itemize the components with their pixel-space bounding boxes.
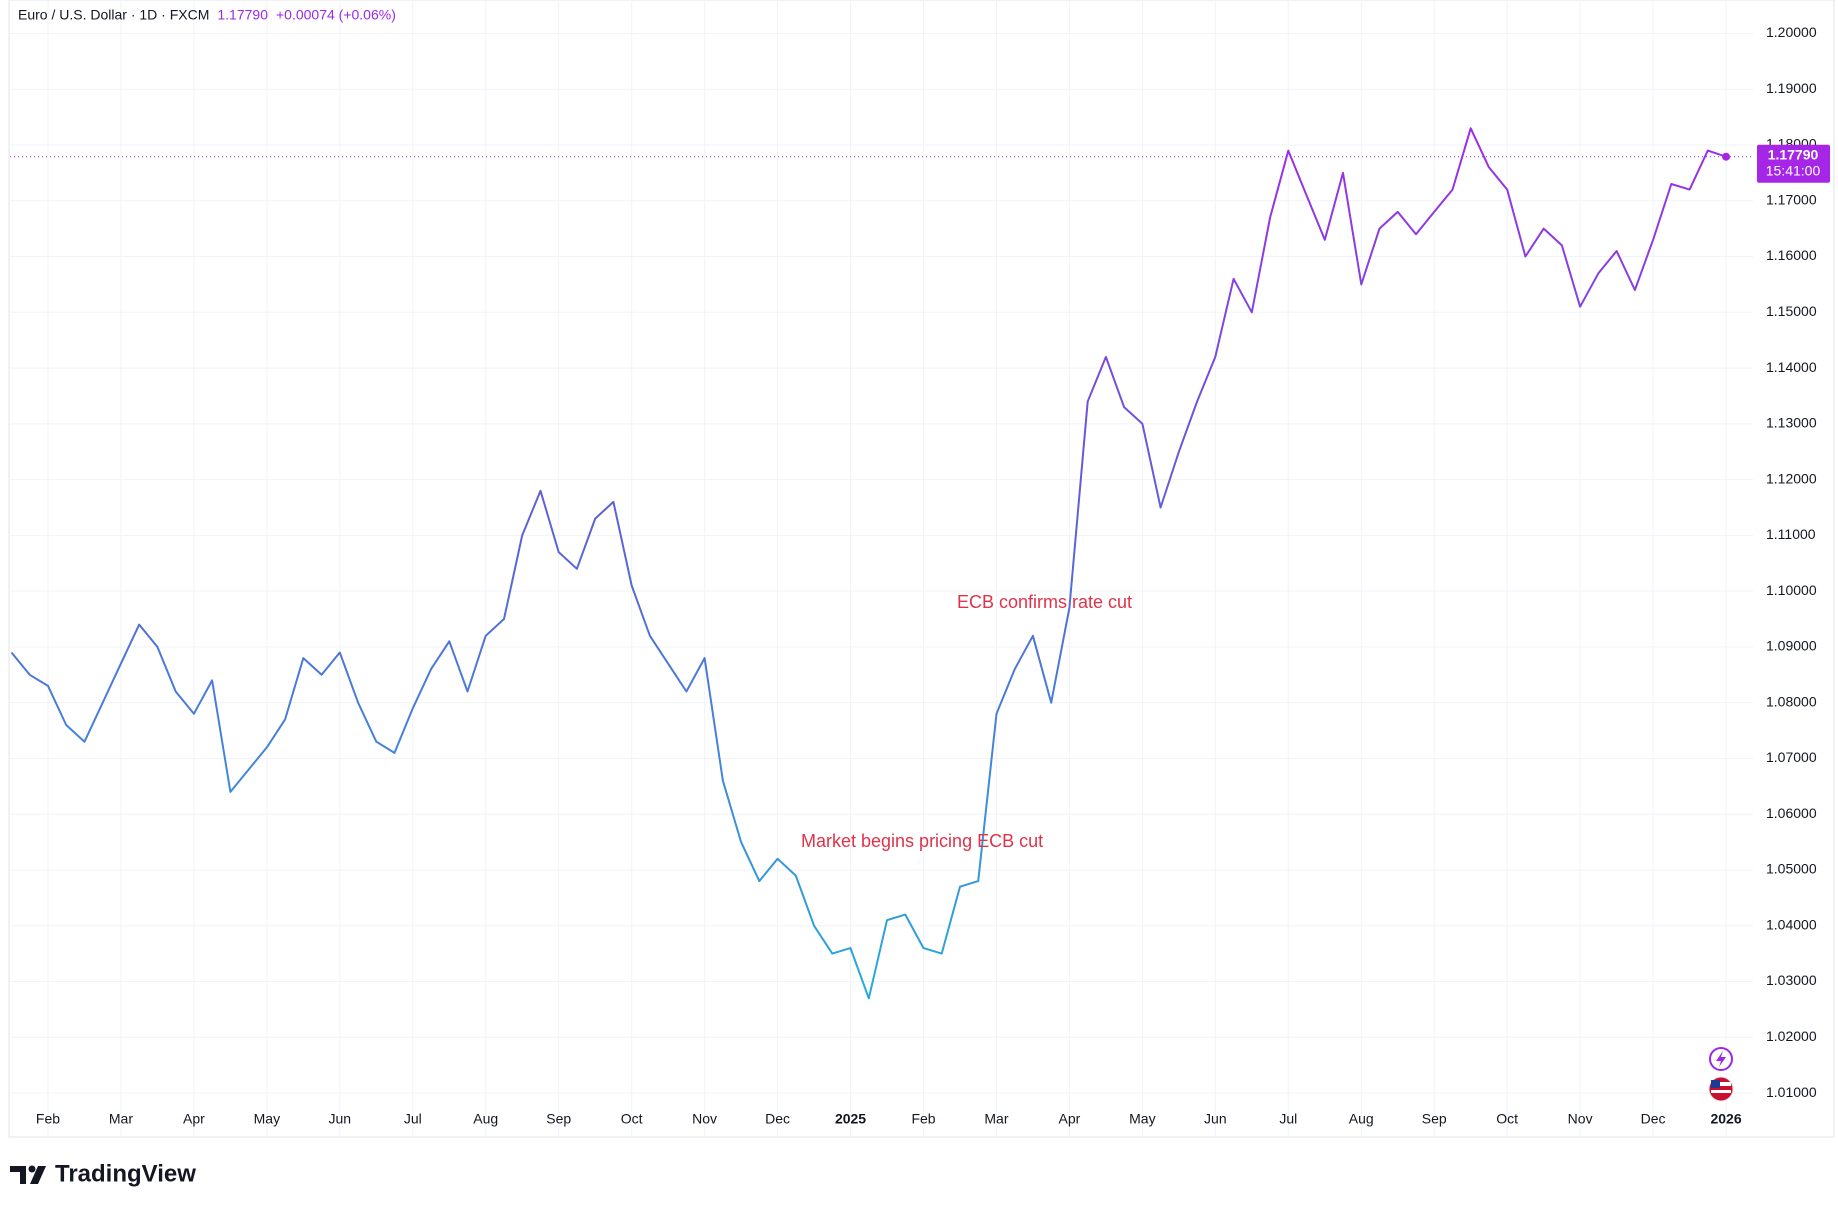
annotation: ECB confirms rate cut: [957, 592, 1132, 612]
marks: [10, 127, 1753, 1000]
chart-frame: [8, 0, 1835, 1138]
y-tick-label: 1.15000: [1766, 303, 1817, 319]
x-tick-label: Nov: [692, 1111, 717, 1127]
y-tick-label: 1.05000: [1766, 861, 1817, 877]
x-tick-label: Mar: [109, 1111, 133, 1127]
x-tick-label: Mar: [984, 1111, 1008, 1127]
x-tick-label: Feb: [911, 1111, 935, 1127]
y-tick-label: 1.11000: [1766, 526, 1816, 542]
y-tick-label: 1.19000: [1766, 80, 1817, 96]
x-tick-label: Sep: [1422, 1111, 1447, 1127]
x-tick-label: 2025: [835, 1111, 866, 1127]
annotation: Market begins pricing ECB cut: [801, 831, 1043, 851]
y-tick-label: 1.10000: [1766, 582, 1817, 598]
price-line: [10, 127, 1727, 1000]
x-tick-label: Apr: [183, 1111, 205, 1127]
brand: TradingView: [55, 1160, 196, 1187]
x-tick-label: Jun: [329, 1111, 352, 1127]
y-tick-label: 1.01000: [1766, 1084, 1817, 1100]
last-price-dot: [1722, 152, 1731, 161]
y-tick-label: 1.02000: [1766, 1028, 1817, 1044]
x-tick-label: Oct: [1496, 1111, 1518, 1127]
logo-shape: [10, 1166, 26, 1184]
x-tick-label: Jun: [1204, 1111, 1227, 1127]
side-icons: [1708, 1047, 1734, 1102]
x-tick-label: Apr: [1059, 1111, 1081, 1127]
x-tick-label: Aug: [1349, 1111, 1374, 1127]
y-tick-label: 1.04000: [1766, 916, 1817, 932]
x-tick-label: May: [254, 1111, 280, 1127]
y-tick-label: 1.06000: [1766, 805, 1817, 821]
x-tick-label: Oct: [621, 1111, 643, 1127]
y-tick-label: 1.13000: [1766, 415, 1817, 431]
x-tick-label: Nov: [1568, 1111, 1593, 1127]
brand-logo: TradingView: [10, 1160, 196, 1187]
x-tick-label: 2026: [1710, 1111, 1741, 1127]
y-tick-label: 1.17000: [1766, 191, 1817, 207]
x-tick-label: Feb: [36, 1111, 60, 1127]
labels: 1.01000 1.02000 1.03000 1.04000 1.05000 1.060…: [36, 24, 1830, 1127]
x-tick-label: Sep: [546, 1111, 571, 1127]
x-tick-label: Aug: [473, 1111, 498, 1127]
logo-shape: [30, 1166, 46, 1184]
icon-lightning-bolt: [1716, 1051, 1726, 1067]
y-tick-label: 1.03000: [1766, 972, 1817, 988]
logo-dot: [28, 1165, 36, 1173]
x-tick-label: May: [1129, 1111, 1155, 1127]
x-tick-label: Jul: [404, 1111, 422, 1127]
icon-flag-stripe: [1711, 1090, 1731, 1093]
header-price: 1.17790: [217, 7, 268, 23]
icon-flag-canton: [1711, 1080, 1720, 1088]
y-tick-label: 1.14000: [1766, 359, 1817, 375]
y-tick-label: 1.12000: [1766, 470, 1817, 486]
x-tick-label: Dec: [765, 1111, 790, 1127]
price-label-box: [1757, 144, 1830, 183]
price-label: 1.17790: [1768, 146, 1819, 162]
price-time: 15:41:00: [1766, 162, 1821, 178]
y-tick-label: 1.09000: [1766, 638, 1817, 654]
x-tick-label: Jul: [1279, 1111, 1297, 1127]
x-tick-label: Dec: [1641, 1111, 1666, 1127]
icon-flag-stripe: [1711, 1082, 1731, 1086]
grid: [10, 0, 1753, 1137]
y-tick-label: 1.07000: [1766, 749, 1817, 765]
y-tick-label: 1.08000: [1766, 693, 1817, 709]
y-tick-label: 1.16000: [1766, 247, 1817, 263]
y-tick-label: 1.20000: [1766, 24, 1817, 40]
header-change: +0.00074 (+0.06%): [276, 7, 396, 23]
chart-title: Euro / U.S. Dollar · 1D · FXCM: [18, 7, 209, 23]
